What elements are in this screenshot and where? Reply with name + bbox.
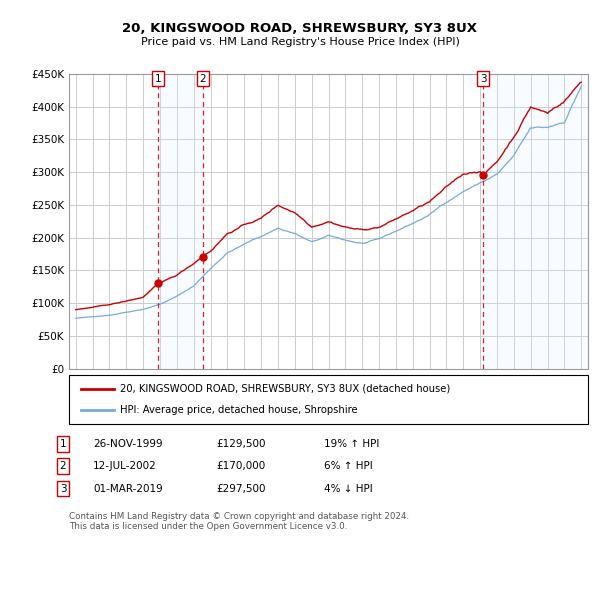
Text: 26-NOV-1999: 26-NOV-1999 [93, 439, 163, 448]
Text: £129,500: £129,500 [216, 439, 265, 448]
Bar [483, 74, 588, 369]
Text: £297,500: £297,500 [216, 484, 265, 493]
Text: 3: 3 [59, 484, 67, 493]
Text: £170,000: £170,000 [216, 461, 265, 471]
Text: Price paid vs. HM Land Registry's House Price Index (HPI): Price paid vs. HM Land Registry's House … [140, 37, 460, 47]
Text: 1: 1 [155, 74, 161, 84]
Bar [158, 74, 203, 369]
Text: 20, KINGSWOOD ROAD, SHREWSBURY, SY3 8UX (detached house): 20, KINGSWOOD ROAD, SHREWSBURY, SY3 8UX … [120, 384, 450, 394]
Text: 3: 3 [480, 74, 487, 84]
Text: 6% ↑ HPI: 6% ↑ HPI [324, 461, 373, 471]
Text: 1: 1 [59, 439, 67, 448]
Text: 20, KINGSWOOD ROAD, SHREWSBURY, SY3 8UX: 20, KINGSWOOD ROAD, SHREWSBURY, SY3 8UX [122, 22, 478, 35]
Text: 2: 2 [199, 74, 206, 84]
Text: 12-JUL-2002: 12-JUL-2002 [93, 461, 157, 471]
Text: Contains HM Land Registry data © Crown copyright and database right 2024.
This d: Contains HM Land Registry data © Crown c… [69, 512, 409, 531]
Text: 2: 2 [59, 461, 67, 471]
Text: 01-MAR-2019: 01-MAR-2019 [93, 484, 163, 493]
Text: HPI: Average price, detached house, Shropshire: HPI: Average price, detached house, Shro… [120, 405, 358, 415]
Text: 19% ↑ HPI: 19% ↑ HPI [324, 439, 379, 448]
Text: 4% ↓ HPI: 4% ↓ HPI [324, 484, 373, 493]
